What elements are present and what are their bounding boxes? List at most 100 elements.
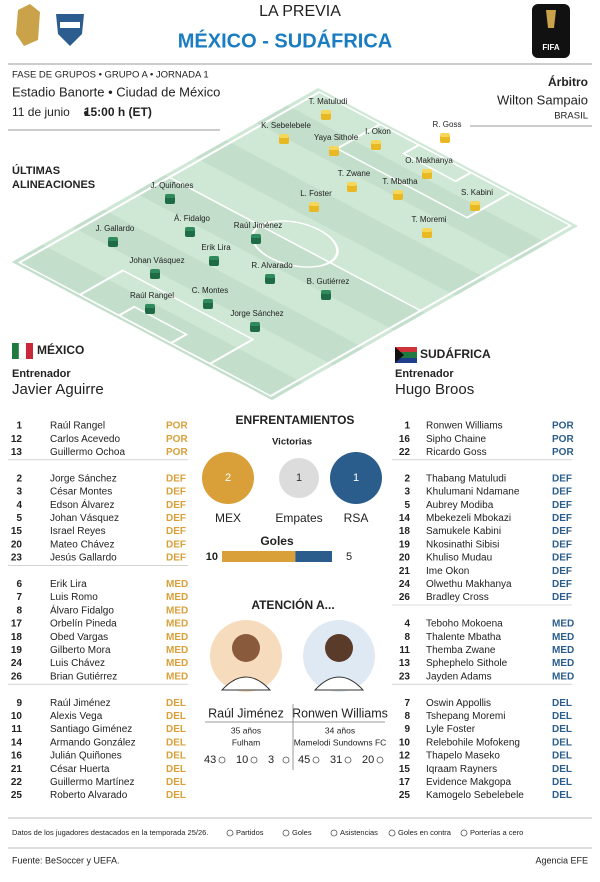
- squad-number: 1: [404, 421, 410, 432]
- player-stat: 31: [330, 754, 342, 766]
- squad-name: Álvaro Fidalgo: [50, 603, 114, 616]
- squad-number: 21: [399, 566, 411, 577]
- player-marker-top: [185, 227, 195, 231]
- squad-position: DEF: [166, 473, 186, 484]
- player-marker-top: [250, 322, 260, 326]
- squad-name: Themba Zwane: [426, 645, 496, 656]
- wins-circle: [202, 452, 254, 504]
- squad-number: 8: [404, 711, 410, 722]
- player-label: S. Kabini: [461, 188, 493, 197]
- wins-label: Victorias: [272, 437, 312, 448]
- h2h-title: ENFRENTAMIENTOS: [236, 413, 355, 427]
- player-marker-top: [329, 146, 339, 150]
- player-label: T. Matuludi: [309, 97, 348, 106]
- squad-name: Johan Vásquez: [50, 513, 119, 524]
- player-marker-top: [422, 228, 432, 232]
- squad-name: Evidence Makgopa: [426, 777, 511, 788]
- squad-name: Lyle Foster: [426, 724, 476, 735]
- stat-icon: [250, 756, 258, 764]
- squad-position: DEF: [166, 513, 186, 524]
- player-label: T. Moremi: [411, 215, 446, 224]
- pitch-line: [168, 176, 422, 312]
- squad-position: DEL: [166, 724, 186, 735]
- squad-name: Tshepang Moremi: [426, 711, 505, 722]
- squad-name: Alexis Vega: [50, 711, 103, 722]
- squad-name: Obed Vargas: [50, 632, 108, 643]
- squad-position: DEF: [166, 487, 186, 498]
- squad-number: 15: [11, 526, 23, 537]
- squad-number: 16: [399, 434, 411, 445]
- legend-icon: [330, 829, 338, 837]
- squad-position: DEF: [552, 592, 572, 603]
- legend-label: Goles: [292, 828, 312, 837]
- player-marker-top: [165, 194, 175, 198]
- squad-number: 9: [404, 724, 410, 735]
- squad-name: Raúl Rangel: [50, 421, 105, 432]
- pitch-players: J. Quiñones Á. Fidalgo J. Gallardo Raúl Jim…: [96, 97, 493, 332]
- squad-name: Armando González: [50, 737, 136, 748]
- squad-name: Edson Álvarez: [50, 498, 114, 511]
- squad-name: Oswin Appollis: [426, 698, 491, 709]
- player-stat: 3: [268, 754, 274, 766]
- player-club: Mamelodi Sundowns FC: [294, 737, 387, 747]
- squad-name: Jesús Gallardo: [50, 553, 117, 564]
- federation-logos: [16, 4, 84, 46]
- legend-icon: [460, 829, 468, 837]
- squad-position: DEL: [552, 698, 572, 709]
- squad-position: DEL: [552, 724, 572, 735]
- player-label: Johan Vásquez: [129, 256, 184, 265]
- player-name: Raúl Jiménez: [208, 706, 284, 720]
- squad-position: MED: [166, 671, 188, 682]
- squad-number: 17: [399, 777, 411, 788]
- squad-number: 23: [11, 553, 23, 564]
- pitch: [12, 87, 578, 400]
- squad-position: DEF: [552, 566, 572, 577]
- match-title: MÉXICO - SUDÁFRICA: [178, 29, 392, 52]
- squad-name: Thapelo Maseko: [426, 751, 500, 762]
- squad-name: Ricardo Goss: [426, 447, 487, 458]
- player-label: R. Goss: [433, 120, 462, 129]
- player-label: Erik Lira: [201, 243, 231, 252]
- spotlight: Raúl Jiménez 35 años Fulham 43 10 3 Ronwen Wil…: [204, 704, 388, 770]
- wins-circle: [279, 458, 319, 498]
- squad-position: MED: [552, 619, 574, 630]
- coach-label: Entrenador: [12, 368, 71, 380]
- player-marker-top: [265, 274, 275, 278]
- legend-label: Goles en contra: [398, 828, 452, 837]
- squad-number: 13: [11, 447, 23, 458]
- squad-number: 22: [11, 777, 23, 788]
- coach-label: Entrenador: [395, 368, 454, 380]
- squad-number: 15: [399, 764, 411, 775]
- goals-bar: [295, 551, 332, 562]
- player-marker-top: [309, 202, 319, 206]
- squad-number: 14: [399, 513, 411, 524]
- head-to-head: 2 MEX 1 Empates 1 RSA 10 5: [202, 452, 382, 563]
- squad-number: 25: [11, 790, 23, 801]
- squad-position: DEF: [166, 500, 186, 511]
- squad-name: Ronwen Williams: [426, 421, 503, 432]
- player-label: J. Gallardo: [96, 224, 135, 233]
- squad-number: 3: [16, 487, 22, 498]
- legend-label: Partidos: [236, 828, 264, 837]
- squad-name: Israel Reyes: [50, 526, 106, 537]
- date: 11 de junio: [12, 105, 70, 119]
- wins-circle: [330, 452, 382, 504]
- squad-position: POR: [166, 434, 188, 445]
- legend-label: Asistencias: [340, 828, 378, 837]
- squad-position: MED: [552, 645, 574, 656]
- squad-position: DEL: [166, 751, 186, 762]
- squad-name: Brian Gutiérrez: [50, 671, 117, 682]
- squad-number: 7: [404, 698, 410, 709]
- footer-note: Datos de los jugadores destacados en la …: [12, 828, 208, 837]
- squad-name: Aubrey Modiba: [426, 500, 494, 511]
- squad-name: Sipho Chaine: [426, 434, 486, 445]
- player-marker-top: [440, 133, 450, 137]
- squad-position: POR: [166, 447, 188, 458]
- squad-position: MED: [166, 645, 188, 656]
- source: Fuente: BeSoccer y UEFA.: [12, 855, 120, 865]
- pitch-stripe: [12, 244, 303, 400]
- squad-position: DEF: [166, 553, 186, 564]
- wins-value: 1: [353, 472, 359, 484]
- player-label: Raúl Rangel: [130, 291, 174, 300]
